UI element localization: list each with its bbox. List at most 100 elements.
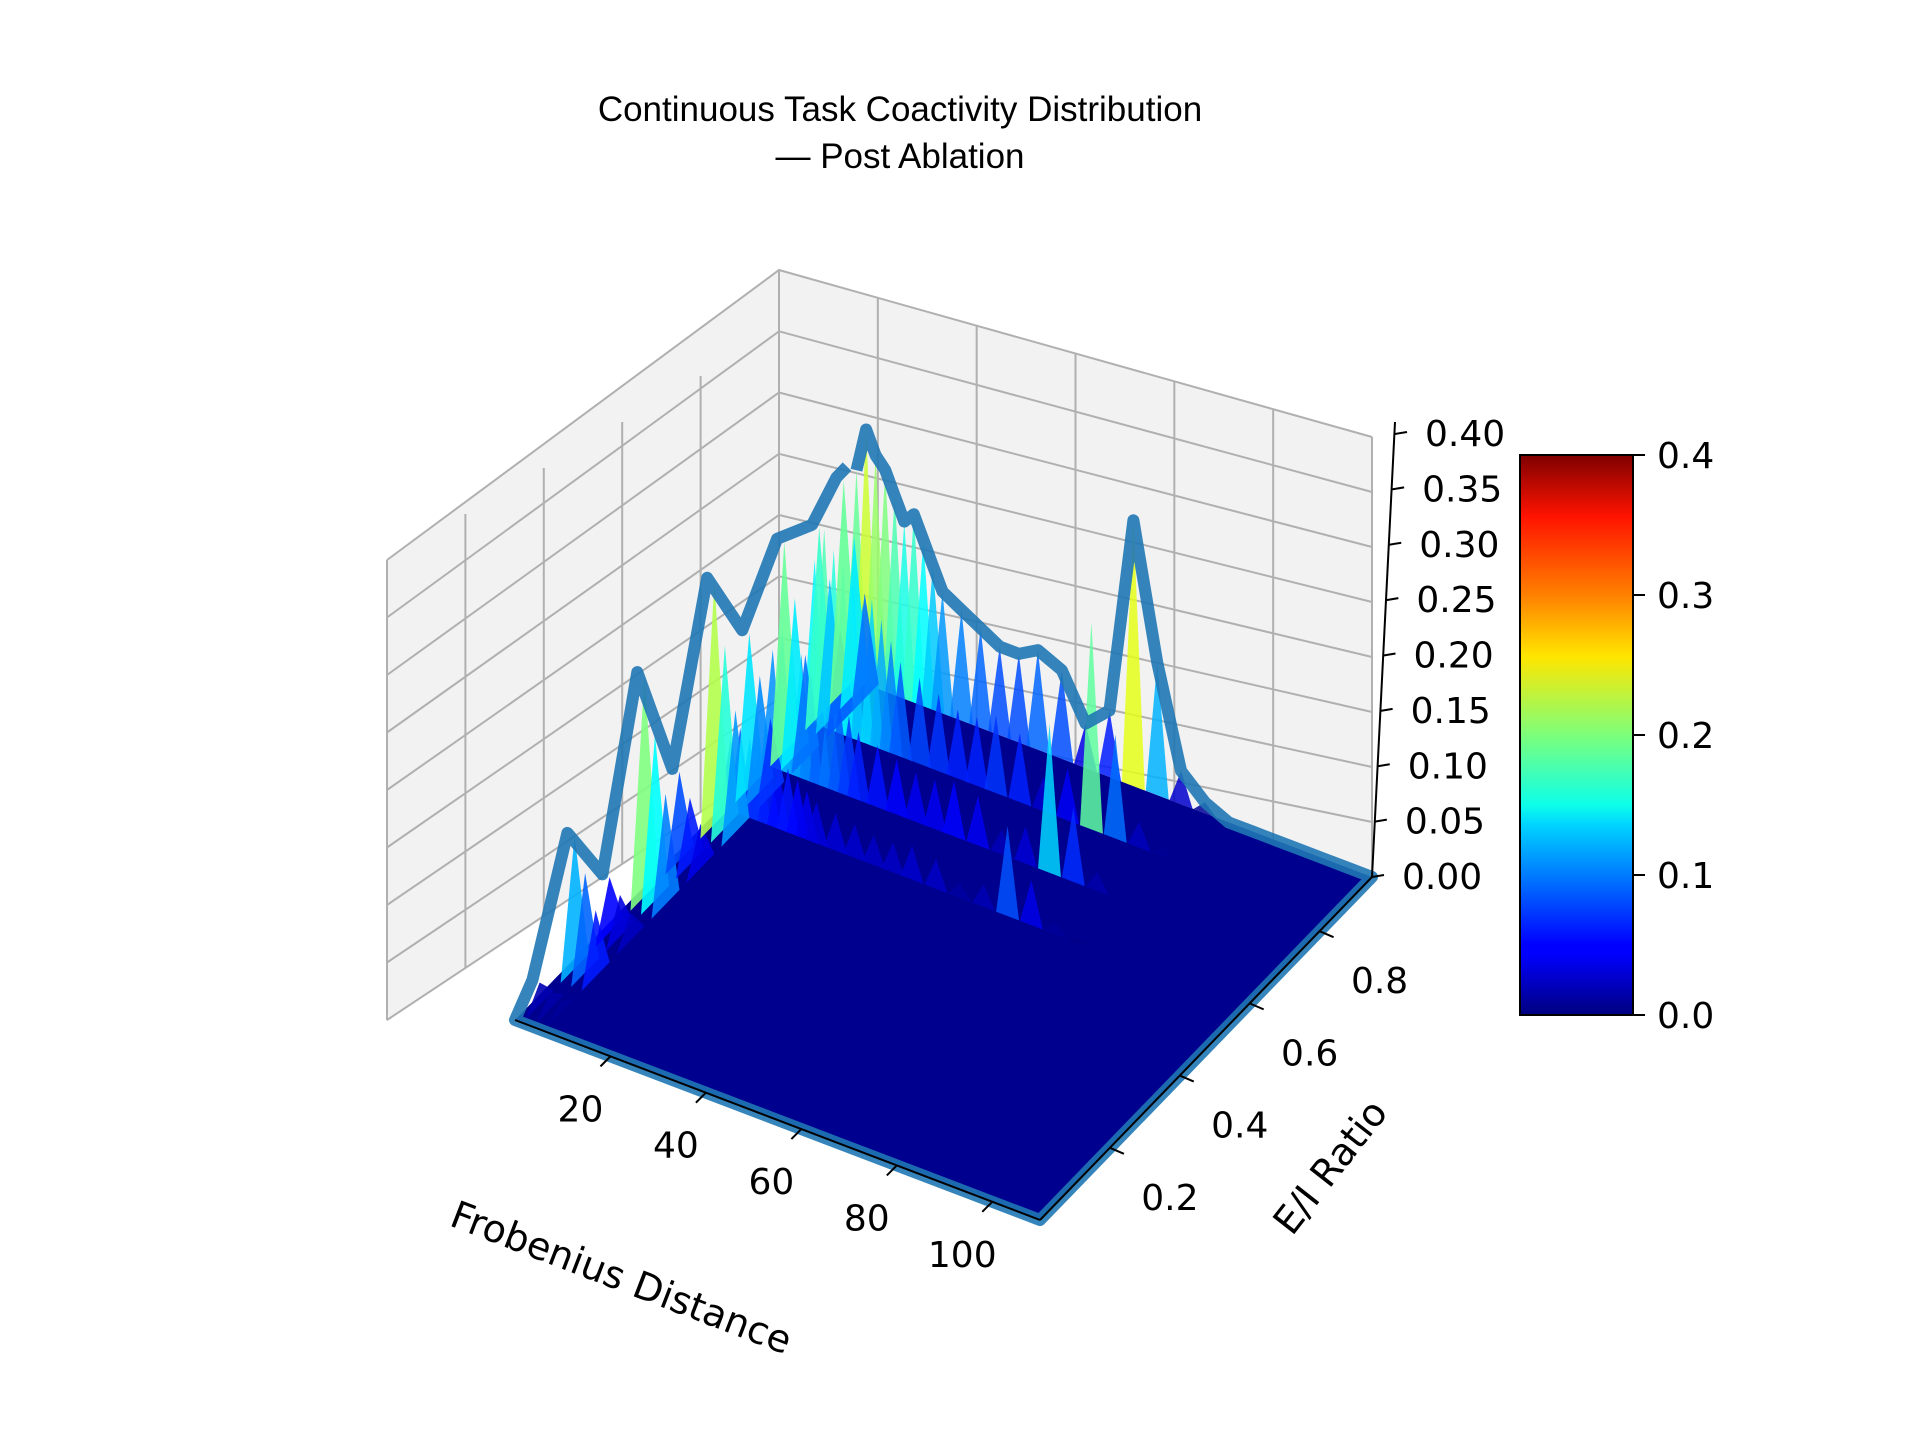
z-tick-mark xyxy=(1374,818,1388,823)
surface-spike xyxy=(686,824,715,883)
colorbar-tick-label: 0.4 xyxy=(1657,436,1714,477)
x-tick-mark xyxy=(981,1201,993,1213)
chart-title-line2: — Post Ablation xyxy=(775,137,1024,176)
z-axis-line xyxy=(1371,421,1396,878)
surface-ridge xyxy=(889,661,912,762)
z-tick-mark xyxy=(1377,763,1390,768)
y-tick-mark xyxy=(1249,1002,1265,1011)
surface-ridge xyxy=(1103,734,1127,843)
surface-ridge xyxy=(843,824,867,863)
surface-ridge xyxy=(927,693,951,776)
tick-labels: 20 40 60 80 100 0.2 0.4 0.6 0.8 0.00 0.05 0.10 0.15 0… xyxy=(558,414,1506,1276)
surface-ridge xyxy=(984,715,1008,798)
surface-ridge xyxy=(946,709,970,783)
surface-ridge xyxy=(824,813,848,855)
surface-ridge xyxy=(931,591,954,718)
surface-ridge xyxy=(1043,923,1067,939)
surface-spike xyxy=(651,793,680,919)
surface-ridge xyxy=(942,780,966,841)
surface-spike xyxy=(850,593,879,713)
z-tick-label: 0.25 xyxy=(1416,580,1496,621)
surface-ridge xyxy=(881,842,905,877)
z-tick-mark xyxy=(1386,597,1399,602)
colorbar-tick-label: 0.3 xyxy=(1657,576,1714,617)
x-tick-label: 40 xyxy=(653,1126,699,1167)
colorbar: 0.0 0.1 0.2 0.3 0.4 xyxy=(1519,436,1714,1037)
y-tick-label: 0.6 xyxy=(1281,1033,1338,1074)
axes xyxy=(514,421,1396,1221)
surface-ridge xyxy=(885,758,909,819)
y-tick-label: 0.4 xyxy=(1211,1106,1268,1147)
z-tick-label: 0.05 xyxy=(1405,802,1485,843)
surface-ridge xyxy=(966,795,990,850)
z-tick-label: 0.00 xyxy=(1402,857,1482,898)
surface-ridge xyxy=(1038,723,1061,878)
surface-spike xyxy=(675,797,704,879)
surface-spike xyxy=(721,710,750,847)
surface-ridge xyxy=(948,882,972,903)
y-tick-mark xyxy=(1179,1074,1195,1083)
surface-spike xyxy=(756,718,785,811)
z-tick-label: 0.35 xyxy=(1422,469,1502,510)
surface-ridge xyxy=(1121,520,1145,791)
surface-ridge xyxy=(1008,733,1032,807)
surface-ridge xyxy=(923,779,947,834)
surface-ridge xyxy=(1050,670,1074,764)
z-tick-mark xyxy=(1391,486,1405,491)
surface-ridge xyxy=(969,628,993,733)
z-tick-mark xyxy=(1389,541,1402,546)
colorbar-tick-label: 0.0 xyxy=(1657,996,1714,1037)
surface-spike xyxy=(546,998,575,1028)
surface-ridge xyxy=(1151,848,1175,862)
surface-spike xyxy=(595,877,624,947)
surface-ridge xyxy=(847,731,870,805)
surface-ridge xyxy=(862,835,886,870)
surface-ridge xyxy=(996,825,1019,921)
surface-spike xyxy=(616,912,645,955)
surface-spike xyxy=(791,654,820,775)
surface xyxy=(509,423,1378,1226)
surface-ridge xyxy=(1169,771,1193,809)
surface-ridge xyxy=(908,677,932,769)
surface-ridge xyxy=(1014,826,1038,868)
x-tick-mark xyxy=(695,1092,707,1104)
x-tick-label: 80 xyxy=(844,1198,890,1239)
z-tick-label: 0.15 xyxy=(1411,691,1491,732)
surface-outline xyxy=(509,423,1378,1226)
colorbar-gradient xyxy=(1519,454,1634,1016)
surface-ridge xyxy=(1020,880,1043,930)
surface-ridge xyxy=(1007,653,1031,747)
surface-ridge xyxy=(1085,872,1109,896)
surface-ridge xyxy=(988,646,1012,740)
z-tick-mark xyxy=(1380,707,1393,712)
z-tick-mark xyxy=(1394,431,1408,435)
colorbar-tick-label: 0.2 xyxy=(1657,716,1714,757)
z-tick-label: 0.10 xyxy=(1408,746,1488,787)
x-tick-label: 20 xyxy=(558,1089,604,1130)
surface-ridge xyxy=(950,609,973,725)
x-tick-mark xyxy=(886,1164,898,1177)
z-tick-mark xyxy=(1383,652,1396,657)
x-tick-mark xyxy=(790,1128,803,1140)
surface-spike xyxy=(525,982,554,1020)
surface-ridge xyxy=(1026,650,1050,755)
surface-ridge xyxy=(1067,939,1091,948)
y-tick-mark xyxy=(1319,930,1334,939)
x-axis-line xyxy=(514,1019,1041,1221)
y-tick-label: 0.2 xyxy=(1141,1178,1198,1219)
surface-ridge xyxy=(866,745,890,812)
surface-spike xyxy=(536,992,565,1024)
surface-ridge xyxy=(900,845,924,885)
surface-ridge xyxy=(904,772,928,827)
surface-ridge xyxy=(1127,821,1151,852)
y-axis-line xyxy=(1039,876,1373,1221)
x-tick-mark xyxy=(599,1055,612,1068)
surface-spike xyxy=(606,894,634,951)
surface-ridge xyxy=(924,858,948,894)
z-tick-label: 0.40 xyxy=(1425,414,1505,455)
surface-ridge xyxy=(805,801,829,848)
surface-spike xyxy=(581,910,610,991)
surface-ridge xyxy=(1080,622,1103,834)
